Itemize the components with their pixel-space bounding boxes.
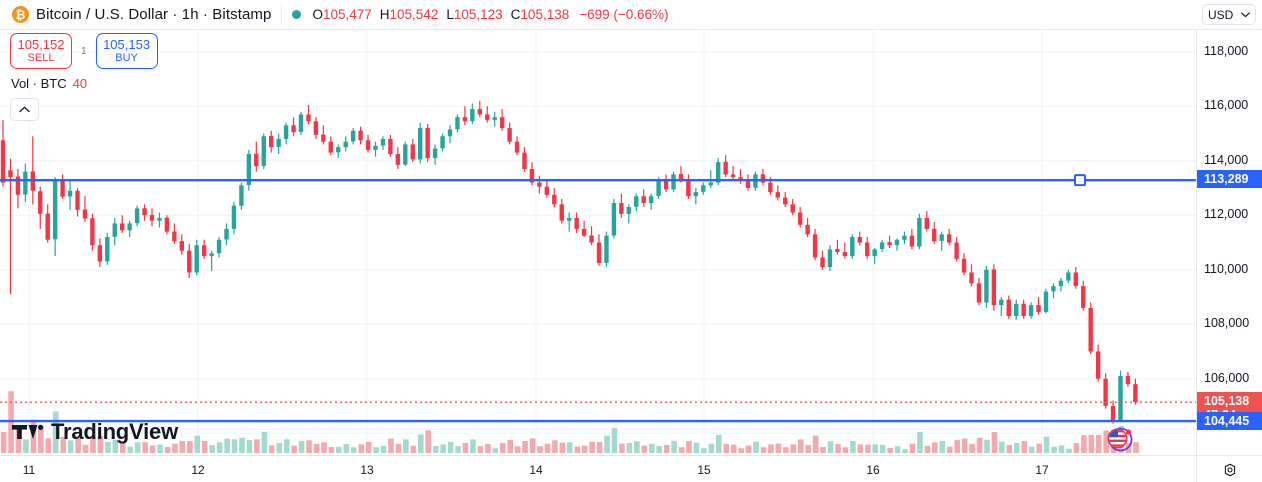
chart-canvas[interactable]	[0, 30, 1196, 455]
symbol-block[interactable]: ₿ Bitcoin / U.S. Dollar · 1h · Bitstamp	[0, 0, 271, 30]
buy-price: 105,153	[103, 37, 151, 52]
price-axis-label: 114,000	[1204, 152, 1249, 167]
ohlc-open: O105,477	[312, 7, 372, 22]
last-price-value: 105,138	[1204, 394, 1250, 409]
settings-icon[interactable]	[1222, 462, 1238, 478]
buy-button[interactable]: 105,153 BUY	[95, 33, 158, 69]
time-axis-label: 17	[1035, 463, 1049, 477]
chart-header: ₿ Bitcoin / U.S. Dollar · 1h · Bitstamp …	[0, 0, 1262, 30]
sell-label: SELL	[27, 52, 55, 64]
price-axis-label: 108,000	[1204, 316, 1250, 331]
time-axis-label: 13	[360, 463, 374, 477]
lower-line-price-badge[interactable]: 104,445	[1197, 412, 1262, 431]
price-axis-label: 118,000	[1204, 43, 1249, 58]
symbol-title[interactable]: Bitcoin / U.S. Dollar · 1h · Bitstamp	[36, 6, 272, 23]
price-axis-label: 116,000	[1204, 98, 1249, 113]
chevron-up-icon	[19, 106, 30, 113]
ohlc-legend: O105,477 H105,542 L105,123 C105,138 −699…	[292, 7, 669, 22]
tradingview-watermark: TradingView	[12, 419, 178, 445]
green-dot-icon	[292, 10, 302, 19]
spread-value: 1	[81, 45, 87, 57]
time-axis-label: 11	[22, 463, 36, 477]
ohlc-change: −699 (−0.66%)	[579, 7, 669, 22]
time-axis-label: 15	[697, 463, 711, 477]
collapse-pane-button[interactable]	[10, 98, 39, 121]
time-axis-label: 14	[529, 463, 543, 477]
header-divider	[281, 4, 283, 25]
tradingview-logo-icon	[12, 424, 44, 439]
volume-legend[interactable]: Vol · BTC 40	[11, 76, 87, 91]
sell-price: 105,152	[17, 37, 65, 52]
price-axis-label: 106,000	[1204, 370, 1250, 385]
volume-legend-value: 40	[72, 76, 88, 91]
ohlc-close: C105,138	[510, 7, 570, 22]
volume-legend-title: Vol · BTC	[11, 76, 67, 91]
us-flag-badge-icon[interactable]	[1104, 424, 1134, 454]
price-line-handle	[1073, 174, 1086, 187]
time-axis-divider	[1196, 456, 1197, 482]
ohlc-high: H105,542	[379, 7, 439, 22]
tradingview-logo-text: TradingView	[51, 419, 178, 444]
price-axis-label: 112,000	[1204, 207, 1249, 222]
buy-label: BUY	[115, 52, 138, 64]
chart-svg	[0, 30, 1196, 455]
bitcoin-icon: ₿	[12, 6, 29, 23]
chevron-down-icon	[1241, 11, 1250, 17]
trade-panel: 105,152 SELL 1 105,153 BUY	[10, 33, 158, 69]
currency-value: USD	[1208, 7, 1234, 22]
price-axis-label: 110,000	[1204, 261, 1249, 276]
upper-line-price-badge[interactable]: 113,289	[1197, 170, 1262, 189]
time-axis-label: 12	[191, 463, 205, 477]
price-axis[interactable]: 118,000 116,000 114,000 112,000 110,000 108,0…	[1196, 30, 1262, 455]
sell-button[interactable]: 105,152 SELL	[10, 33, 72, 69]
time-axis[interactable]: 11 12 13 14 15 16 17	[0, 455, 1262, 482]
currency-select[interactable]: USD	[1202, 4, 1256, 25]
time-axis-label: 16	[866, 463, 880, 477]
ohlc-low: L105,123	[446, 7, 503, 22]
